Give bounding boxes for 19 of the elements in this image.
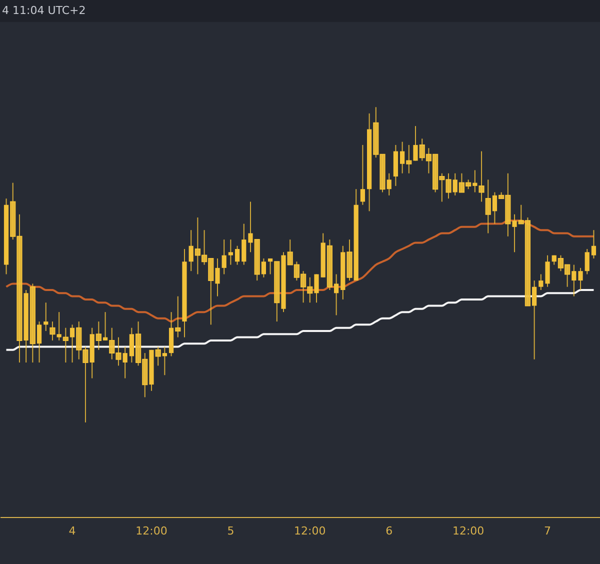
text: 4 11:04 UTC+2 xyxy=(2,4,86,17)
candlestick xyxy=(44,302,48,332)
candlestick xyxy=(228,239,234,266)
x-tick-label: 12:00 xyxy=(136,524,168,538)
candlestick xyxy=(222,239,226,275)
x-tick-label: 12:00 xyxy=(452,524,484,538)
x-tick-label: 6 xyxy=(386,524,393,538)
x-tick-label: 7 xyxy=(544,524,552,538)
x-tick-label: 4 xyxy=(68,524,76,538)
candlestick xyxy=(242,223,246,266)
x-tick-label: 5 xyxy=(227,524,234,538)
x-tick-label: 12:00 xyxy=(294,524,326,538)
candlestick xyxy=(360,144,366,206)
candlestick xyxy=(591,230,596,259)
candlestick xyxy=(545,254,550,288)
candlestick xyxy=(538,274,544,290)
candlestick xyxy=(584,248,590,275)
candlestick xyxy=(234,245,240,266)
candlestick xyxy=(578,267,583,290)
